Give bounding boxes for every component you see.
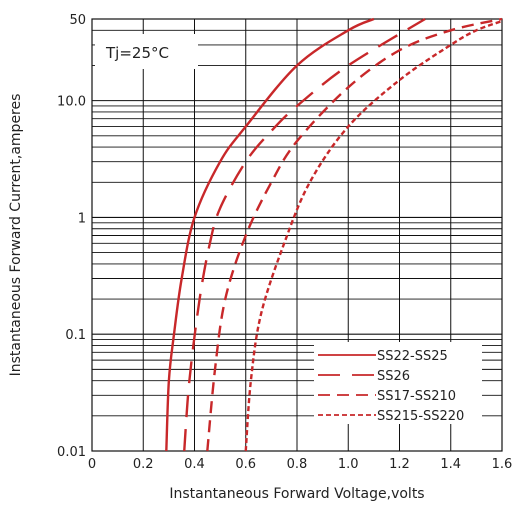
series-line-3 — [206, 17, 503, 452]
y-tick-label: 50 — [69, 13, 86, 28]
plot-frame — [91, 18, 503, 452]
annotation-box: Tj=25°C — [95, 34, 198, 69]
y-tick-label: 0.1 — [65, 328, 86, 343]
series-line-4 — [244, 19, 503, 452]
x-tick-label: 0.4 — [184, 457, 205, 472]
y-tick-label: 10.0 — [57, 95, 86, 110]
x-tick-label: 0.2 — [133, 457, 154, 472]
y-tick-label: 0.01 — [57, 445, 86, 460]
annotation-label: Tj=25°C — [105, 44, 169, 62]
x-axis-label: Instantaneous Forward Voltage,volts — [169, 486, 424, 502]
series-layer — [165, 17, 503, 452]
series-line-2 — [183, 17, 426, 452]
x-tick-label: 1.0 — [338, 457, 359, 472]
annotation-background — [95, 34, 198, 69]
x-tick-label: 1.2 — [389, 457, 410, 472]
x-tick-label: 0 — [88, 457, 96, 472]
legend-label: SS22-SS25 — [377, 349, 448, 364]
x-tick-label: 1.4 — [440, 457, 461, 472]
legend-label: SS17-SS210 — [377, 389, 456, 404]
x-tick-label: 1.6 — [492, 457, 513, 472]
y-tick-label: 1 — [78, 211, 86, 226]
x-tick-label: 0.8 — [287, 457, 308, 472]
legend: SS22-SS25 SS26 SS17-SS210 SS215-SS220 — [314, 342, 482, 424]
x-tick-label: 0.6 — [235, 457, 256, 472]
legend-label: SS26 — [377, 369, 410, 384]
legend-label: SS215-SS220 — [377, 409, 464, 424]
y-axis-label: Instantaneous Forward Current,amperes — [8, 94, 24, 377]
series-line-1 — [165, 17, 375, 452]
tick-layer: 0 0.2 0.4 0.6 0.8 1.0 1.2 1.4 1.6 0.01 0.1 1 10.0 50 — [57, 13, 512, 472]
